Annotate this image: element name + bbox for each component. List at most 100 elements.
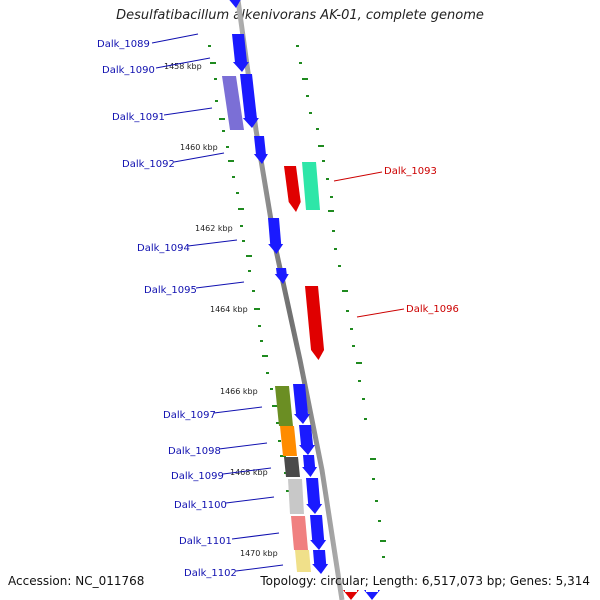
- cog-box: [222, 76, 244, 130]
- gc-dot: [356, 362, 362, 364]
- genome-summary-text: Topology: circular; Length: 6,517,073 bp…: [260, 574, 590, 588]
- kbp-tick-label: 1460 kbp: [180, 143, 218, 152]
- gene-label: Dalk_1094: [137, 243, 190, 254]
- gc-dot: [372, 478, 375, 480]
- gc-dot: [228, 160, 234, 162]
- gc-dot: [306, 95, 309, 97]
- gc-dot: [276, 422, 279, 424]
- gc-dot: [322, 160, 325, 162]
- gc-dot: [380, 540, 386, 542]
- gene-arrow: [310, 515, 327, 550]
- gc-dot: [260, 340, 263, 342]
- gene-arrow: [312, 550, 329, 574]
- gene-label: Dalk_1100: [174, 500, 227, 511]
- gene-label: Dalk_1090: [102, 65, 155, 76]
- kbp-tick-label: 1464 kbp: [210, 305, 248, 314]
- gc-dot: [254, 308, 260, 310]
- label-leader-line: [225, 496, 275, 504]
- kbp-tick-label: 1458 kbp: [164, 62, 202, 71]
- gc-dot: [375, 500, 378, 502]
- gene-arrow: [302, 455, 318, 477]
- gc-dot: [236, 192, 239, 194]
- gene-label: Dalk_1093: [384, 166, 437, 177]
- gc-dot: [215, 100, 218, 102]
- kbp-tick-label: 1470 kbp: [240, 549, 278, 558]
- gc-dot: [246, 255, 252, 257]
- cog-box: [284, 457, 300, 477]
- label-leader-line: [187, 239, 238, 247]
- gc-dot: [222, 130, 225, 132]
- label-leader-line: [163, 107, 213, 116]
- gc-dot: [338, 265, 341, 267]
- gene-arrow: [305, 286, 325, 360]
- gene-arrow: [253, 136, 268, 164]
- gc-dot: [362, 398, 365, 400]
- label-leader-line: [173, 152, 225, 163]
- gc-dot: [210, 62, 216, 64]
- gene-arrow: [299, 425, 315, 455]
- gc-dot: [270, 388, 273, 390]
- gc-dot: [378, 520, 381, 522]
- kbp-scale: 1458 kbp 1460 kbp 1462 kbp 1464 kbp 1466 kbp…: [164, 62, 278, 558]
- gc-dot: [316, 128, 319, 130]
- label-leader-line: [235, 564, 284, 572]
- gc-dot: [240, 225, 243, 227]
- gene-label: Dalk_1097: [163, 410, 216, 421]
- gc-dot: [286, 490, 289, 492]
- gc-dot: [309, 112, 312, 114]
- gene-label: Dalk_1096: [406, 304, 459, 315]
- gene-arrow: [343, 590, 359, 600]
- gene-label: Dalk_1101: [179, 536, 232, 547]
- cog-box: [288, 479, 304, 514]
- gc-dot: [242, 240, 245, 242]
- gene-arrow: [274, 268, 289, 284]
- gc-dot: [334, 248, 337, 250]
- kbp-tick-label: 1468 kbp: [230, 468, 268, 477]
- gene-label: Dalk_1089: [97, 39, 150, 50]
- gene-labels: Dalk_1089 Dalk_1090 Dalk_1091 Dalk_1092 Dalk…: [97, 33, 459, 579]
- label-leader-line: [195, 281, 245, 289]
- gene-arrow: [364, 590, 380, 600]
- gene-label: Dalk_1092: [122, 159, 175, 170]
- gc-dot: [238, 208, 244, 210]
- cog-box: [275, 386, 293, 426]
- gene-label: Dalk_1099: [171, 471, 224, 482]
- gc-dot: [326, 178, 329, 180]
- label-leader-line: [151, 33, 199, 44]
- gc-dot: [330, 196, 333, 198]
- cog-box: [302, 162, 320, 210]
- gene-arrow: [293, 384, 310, 424]
- map-title: Desulfatibacillum alkenivorans AK-01, co…: [116, 8, 484, 23]
- gene-arrow: [240, 74, 259, 128]
- gc-dot: [299, 62, 302, 64]
- gc-dot: [284, 472, 287, 474]
- gc-dot: [262, 355, 268, 357]
- gc-dot: [258, 325, 261, 327]
- cog-category-track: [222, 76, 320, 572]
- gc-dot: [302, 78, 308, 80]
- label-leader-line: [218, 442, 268, 450]
- label-leader-line: [155, 57, 211, 69]
- label-leader-line: [356, 308, 405, 318]
- gene-arrow: [232, 34, 249, 72]
- gc-dot: [208, 45, 211, 47]
- label-leader-line: [333, 171, 383, 182]
- gene-label: Dalk_1091: [112, 112, 165, 123]
- kbp-tick-label: 1466 kbp: [220, 387, 258, 396]
- accession-text: Accession: NC_011768: [8, 574, 145, 588]
- gene-label: Dalk_1098: [168, 446, 221, 457]
- label-leader-line: [222, 467, 272, 475]
- gc-dot: [382, 556, 385, 558]
- gc-dot: [346, 310, 349, 312]
- gc-dot: [266, 372, 269, 374]
- gc-dot: [352, 345, 355, 347]
- gc-dot: [358, 380, 361, 382]
- gc-dot: [318, 145, 324, 147]
- gc-dot: [296, 45, 299, 47]
- gc-dot: [370, 458, 376, 460]
- cog-box: [291, 516, 308, 550]
- gene-arrow: [284, 166, 301, 212]
- gene-label: Dalk_1095: [144, 285, 197, 296]
- gc-dot: [342, 290, 348, 292]
- gc-dot: [226, 146, 229, 148]
